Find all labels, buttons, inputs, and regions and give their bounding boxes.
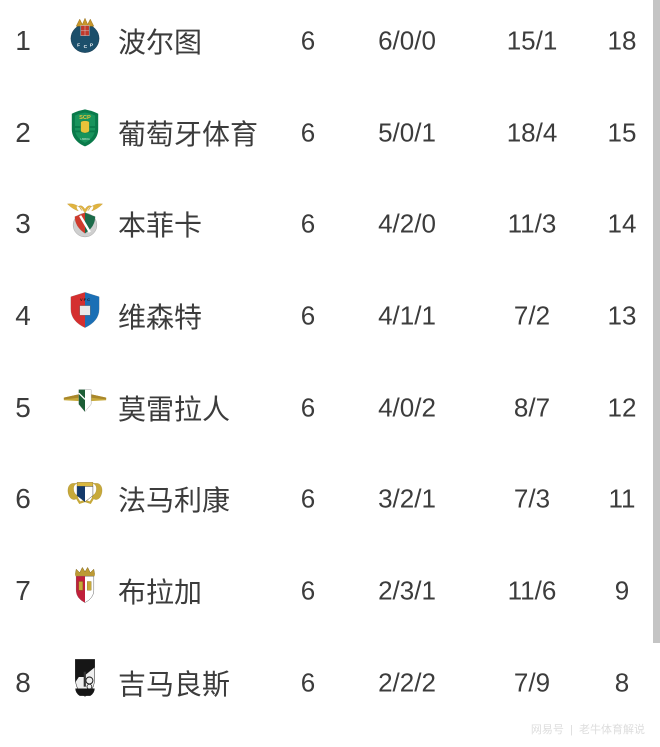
svg-text:F: F xyxy=(77,42,80,48)
svg-text:SCP: SCP xyxy=(79,115,91,121)
svg-text:LISBOA: LISBOA xyxy=(80,137,90,141)
svg-text:V F C: V F C xyxy=(80,297,90,302)
svg-text:C: C xyxy=(84,44,88,50)
